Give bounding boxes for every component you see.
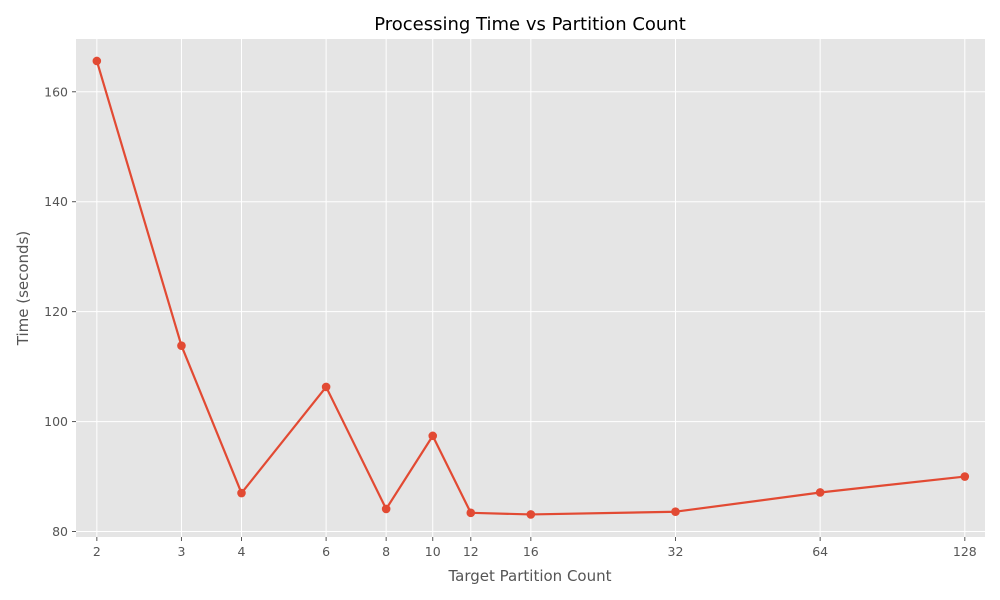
data-point — [960, 472, 970, 481]
data-point — [466, 508, 476, 518]
y-tick-label: 120 — [44, 304, 68, 319]
x-tick-label: 128 — [953, 544, 977, 559]
data-point — [381, 504, 391, 514]
x-tick-label: 8 — [382, 544, 390, 559]
data-point — [428, 431, 438, 441]
y-tick-label: 80 — [52, 524, 68, 539]
y-tick-label: 140 — [44, 194, 68, 209]
x-tick-label: 10 — [425, 544, 441, 559]
grid — [76, 39, 985, 537]
series-layer — [92, 56, 970, 519]
data-point — [321, 382, 331, 392]
y-tick-label: 100 — [44, 414, 68, 429]
y-axis-label: Time (seconds) — [14, 231, 32, 347]
x-tick-label: 64 — [812, 544, 828, 559]
x-tick-label: 12 — [463, 544, 479, 559]
x-tick-label: 3 — [177, 544, 185, 559]
x-axis-label: Target Partition Count — [447, 567, 611, 585]
data-point — [671, 507, 680, 517]
x-tick-label: 6 — [322, 544, 330, 559]
data-point — [526, 510, 536, 519]
x-tick-label: 32 — [668, 544, 684, 559]
chart-title: Processing Time vs Partition Count — [374, 14, 686, 35]
data-point — [815, 488, 825, 497]
data-point — [92, 56, 102, 66]
ticks: 2 3 4 6 8 10 12 16 32 64 128 80 100 120 140 160 — [44, 84, 977, 559]
x-tick-label: 4 — [238, 544, 246, 559]
y-tick-label: 160 — [44, 84, 68, 99]
x-tick-label: 16 — [523, 544, 539, 559]
x-tick-label: 2 — [93, 544, 101, 559]
data-point — [237, 488, 246, 498]
data-point — [177, 341, 186, 351]
